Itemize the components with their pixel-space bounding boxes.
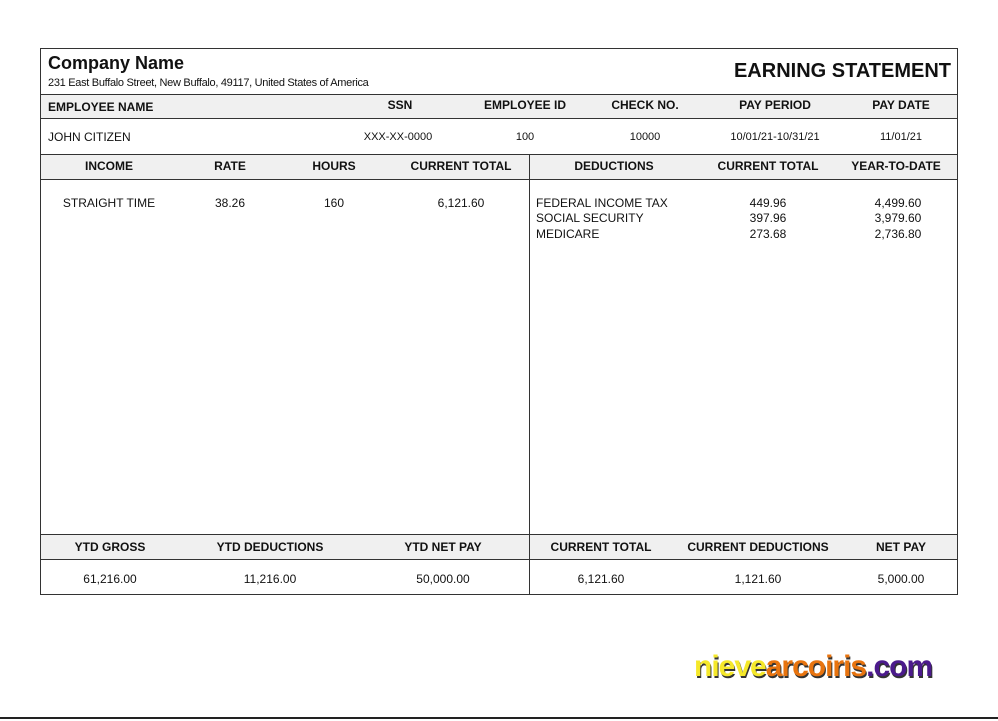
- ytd-net-pay-header: YTD NET PAY: [404, 540, 482, 554]
- employee-id-header: EMPLOYEE ID: [483, 98, 567, 112]
- ytd-deductions-header: YTD DEDUCTIONS: [216, 540, 324, 554]
- income-header: INCOME: [85, 159, 133, 173]
- bottom-line: [0, 717, 998, 719]
- check-no: 10000: [629, 131, 661, 143]
- company-address: 231 East Buffalo Street, New Buffalo, 49…: [48, 77, 369, 89]
- divider: [41, 559, 957, 560]
- pay-date: 11/01/21: [879, 131, 923, 143]
- summary-current-total: 6,121.60: [577, 572, 625, 586]
- income-total: 6,121.60: [437, 196, 485, 210]
- watermark-part: nieve: [694, 650, 767, 683]
- year-to-date-header: YEAR-TO-DATE: [851, 159, 941, 173]
- employee-header-bg: [41, 94, 957, 118]
- employee-name: JOHN CITIZEN: [48, 130, 131, 144]
- deduction-current: 397.96: [749, 211, 787, 225]
- ytd-deductions: 11,216.00: [243, 572, 297, 586]
- summary-header-bg: [41, 534, 957, 559]
- deduction-name: SOCIAL SECURITY: [536, 211, 644, 225]
- net-pay: 5,000.00: [877, 572, 925, 586]
- divider: [41, 154, 957, 155]
- deduction-current-total-header: CURRENT TOTAL: [717, 159, 819, 173]
- divider: [41, 94, 957, 95]
- ytd-gross-header: YTD GROSS: [74, 540, 146, 554]
- watermark-part: .com: [866, 650, 933, 683]
- company-name: Company Name: [48, 53, 185, 73]
- divider: [41, 534, 957, 535]
- current-deductions: 1,121.60: [734, 572, 782, 586]
- hours-header: HOURS: [312, 159, 356, 173]
- deduction-ytd: 2,736.80: [874, 227, 922, 241]
- watermark-part: arcoiris: [765, 650, 867, 683]
- income-hours: 160: [323, 196, 345, 210]
- income-rate: 38.26: [214, 196, 246, 210]
- deduction-current: 449.96: [749, 196, 787, 210]
- column-header-bg: [41, 154, 957, 179]
- pay-date-header: PAY DATE: [872, 98, 930, 112]
- column-divider: [529, 154, 530, 594]
- document-title: EARNING STATEMENT: [733, 60, 951, 82]
- deduction-name: MEDICARE: [536, 227, 600, 241]
- deduction-ytd: 4,499.60: [874, 196, 922, 210]
- check-no-header: CHECK NO.: [611, 98, 679, 112]
- divider: [41, 118, 957, 119]
- employee-id: 100: [515, 131, 535, 143]
- pay-period-header: PAY PERIOD: [739, 98, 811, 112]
- deduction-ytd: 3,979.60: [874, 211, 922, 225]
- divider: [41, 179, 957, 180]
- current-deductions-header: CURRENT DEDUCTIONS: [687, 540, 829, 554]
- income-type: STRAIGHT TIME: [62, 196, 156, 210]
- earning-statement: Company Name 231 East Buffalo Street, Ne…: [40, 48, 958, 595]
- rate-header: RATE: [214, 159, 246, 173]
- pay-period: 10/01/21-10/31/21: [730, 131, 820, 143]
- ytd-net-pay: 50,000.00: [416, 572, 470, 586]
- current-total-header: CURRENT TOTAL: [410, 159, 512, 173]
- watermark-logo: nievearcoiris.com: [694, 650, 933, 684]
- ssn-header: SSN: [387, 98, 413, 112]
- summary-current-total-header: CURRENT TOTAL: [550, 540, 652, 554]
- net-pay-header: NET PAY: [875, 540, 927, 554]
- ssn: XXX-XX-0000: [363, 131, 433, 143]
- employee-name-header: EMPLOYEE NAME: [48, 100, 154, 114]
- deduction-name: FEDERAL INCOME TAX: [536, 196, 668, 210]
- deduction-current: 273.68: [749, 227, 787, 241]
- deductions-header: DEDUCTIONS: [574, 159, 654, 173]
- ytd-gross: 61,216.00: [83, 572, 137, 586]
